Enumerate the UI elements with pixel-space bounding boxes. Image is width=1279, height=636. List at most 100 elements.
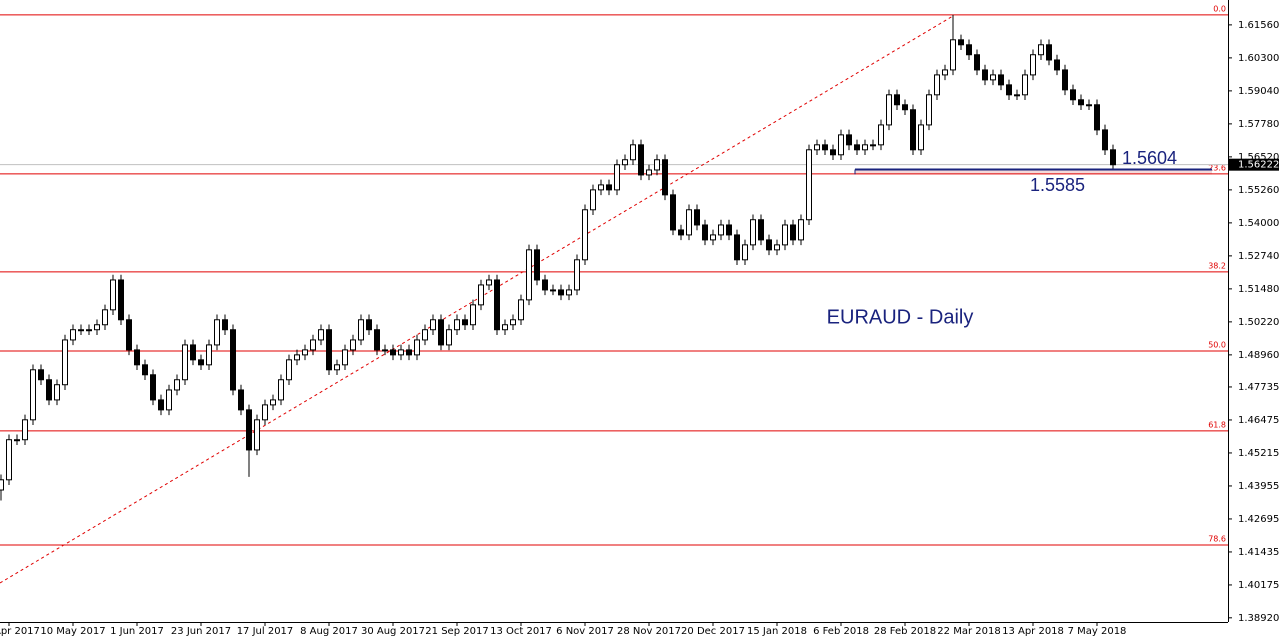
candle-body — [382, 349, 388, 352]
candle-body — [206, 344, 212, 366]
candle-body — [566, 289, 572, 296]
candle-body — [22, 419, 28, 441]
y-tick-label: 1.50220 — [1238, 317, 1279, 328]
candle-body — [350, 339, 356, 351]
candle-body — [110, 279, 116, 311]
candle-body — [1070, 89, 1076, 101]
candle-body — [310, 339, 316, 351]
candle-body — [150, 374, 156, 401]
candle-body — [142, 364, 148, 376]
candle-body — [870, 144, 876, 147]
candle-body — [766, 239, 772, 251]
candle-body — [190, 344, 196, 361]
y-tick-label: 1.45215 — [1238, 448, 1279, 459]
fib-label: 38.2 — [1208, 261, 1226, 270]
candle-body — [686, 209, 692, 236]
candle-body — [790, 224, 796, 241]
candle-body — [918, 124, 924, 151]
candle-body — [1094, 104, 1100, 131]
candle-body — [422, 329, 428, 341]
candle-body — [526, 249, 532, 301]
candle-body — [182, 344, 188, 381]
candle-body — [230, 329, 236, 391]
candle-body — [886, 94, 892, 126]
candle-body — [846, 134, 852, 146]
candle-body — [574, 259, 580, 291]
fib-label: 0.0 — [1213, 4, 1226, 13]
candle-body — [1102, 129, 1108, 151]
candle-body — [678, 229, 684, 236]
candle-body — [582, 209, 588, 261]
candle-body — [966, 44, 972, 56]
candle-body — [982, 69, 988, 81]
y-tick-label: 1.60300 — [1238, 53, 1279, 64]
y-tick-label: 1.41435 — [1238, 547, 1279, 558]
candle-body — [470, 304, 476, 326]
candle-body — [902, 104, 908, 111]
candle-body — [638, 144, 644, 176]
candle-body — [238, 389, 244, 411]
candle-body — [894, 94, 900, 106]
candle-body — [750, 219, 756, 246]
candle-body — [134, 349, 140, 366]
candle-body — [366, 319, 372, 331]
candle-body — [598, 184, 604, 191]
candle-body — [830, 149, 836, 156]
y-tick-label: 1.47735 — [1238, 382, 1279, 393]
support-label: 1.5604 — [1122, 148, 1177, 168]
candle-body — [246, 409, 252, 451]
candle-body — [478, 284, 484, 306]
y-tick-label: 1.59040 — [1238, 86, 1279, 97]
candle-body — [926, 94, 932, 126]
candle-body — [1022, 74, 1028, 96]
y-tick-label: 1.42695 — [1238, 514, 1279, 525]
candle-body — [0, 479, 4, 491]
candle-body — [198, 359, 204, 366]
candle-body — [910, 109, 916, 151]
x-tick-label: 20 Dec 2017 — [681, 626, 745, 636]
candle-body — [942, 69, 948, 76]
axis-background — [1228, 0, 1279, 636]
y-tick-label: 1.56520 — [1238, 152, 1279, 163]
candle-body — [614, 164, 620, 191]
candle-body — [454, 319, 460, 331]
y-tick-label: 1.51480 — [1238, 284, 1279, 295]
candle-body — [558, 289, 564, 296]
x-tick-label: 1 Jun 2017 — [110, 626, 164, 636]
candle-body — [742, 244, 748, 261]
candle-body — [670, 194, 676, 231]
candle-body — [798, 219, 804, 241]
last-price-box — [1229, 158, 1279, 171]
candle-body — [622, 159, 628, 166]
candle-body — [494, 279, 500, 331]
trend-line — [0, 15, 954, 584]
candle-body — [342, 349, 348, 366]
candle-body — [1006, 84, 1012, 96]
candle-body — [974, 54, 980, 71]
candle-body — [262, 404, 268, 421]
candle-body — [838, 134, 844, 156]
support-label: 1.5585 — [1030, 175, 1085, 195]
fib-label: 78.6 — [1208, 535, 1226, 544]
y-tick-label: 1.61560 — [1238, 20, 1279, 31]
x-tick-label: 6 Feb 2018 — [813, 626, 869, 636]
candle-body — [646, 169, 652, 176]
candle-body — [38, 369, 44, 381]
candle-body — [62, 339, 68, 386]
candle-body — [630, 144, 636, 161]
candle-body — [1078, 99, 1084, 106]
candle-body — [30, 369, 36, 421]
candle-body — [214, 319, 220, 346]
candle-body — [1046, 44, 1052, 61]
candle-body — [270, 399, 276, 406]
candle-body — [806, 149, 812, 221]
candle-body — [710, 234, 716, 241]
candle-body — [6, 439, 12, 481]
x-tick-label: 13 Oct 2017 — [490, 626, 552, 636]
candle-body — [358, 319, 364, 341]
candle-body — [862, 144, 868, 151]
candle-body — [814, 144, 820, 151]
candle-body — [662, 159, 668, 196]
